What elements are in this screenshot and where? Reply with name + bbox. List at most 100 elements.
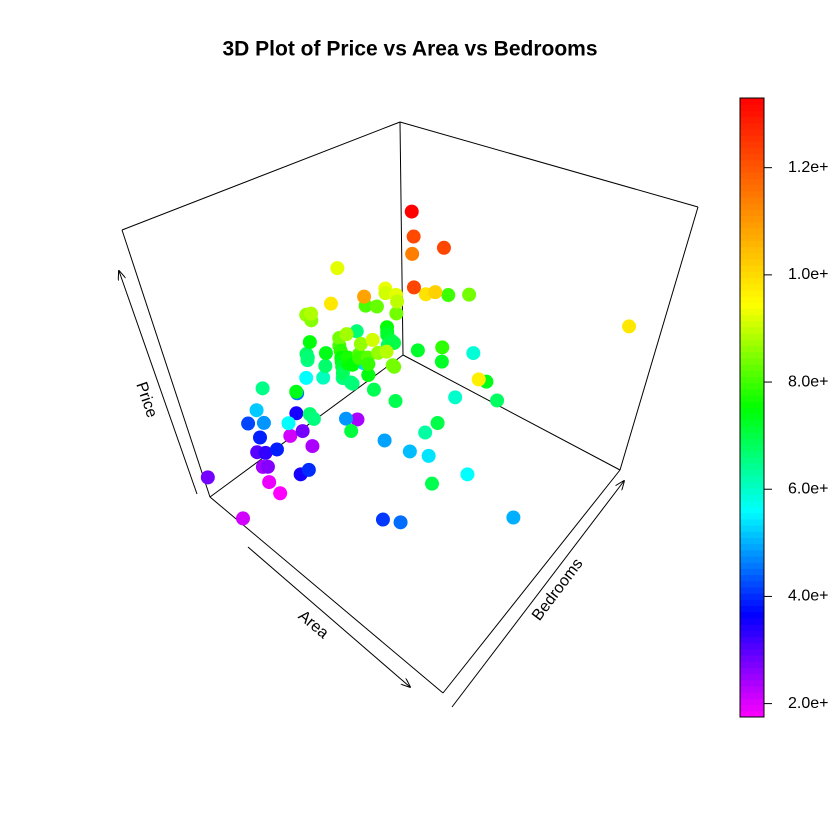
colorbar-segment [740, 277, 764, 285]
point [387, 359, 402, 374]
point [350, 412, 365, 427]
colorbar-segment [740, 642, 764, 650]
colorbar-segment [740, 184, 764, 192]
point [418, 425, 433, 440]
colorbar-segment [740, 308, 764, 316]
colorbar-segment [740, 475, 764, 483]
colorbar-segment [740, 135, 764, 142]
point [357, 289, 372, 304]
colorbar-segment [740, 469, 764, 477]
colorbar-segment [740, 630, 764, 638]
point [471, 372, 486, 387]
point [390, 294, 405, 309]
colorbar-segment [740, 357, 764, 365]
box-edge [442, 469, 621, 694]
x-axis-arrow [247, 546, 410, 687]
colorbar-segment [740, 580, 764, 588]
colorbar-segment [740, 450, 764, 458]
colorbar-segment [740, 153, 764, 161]
point [421, 448, 436, 463]
colorbar: 2.0e+ 4.0e+ 6.0e+ 8.0e+ 1.0e+ 1.2e+ [739, 97, 828, 718]
colorbar-segment [740, 686, 764, 693]
colorbar-segment [740, 209, 764, 217]
point [393, 515, 408, 530]
point [406, 229, 421, 244]
point [316, 370, 331, 385]
y-axis-arrow [451, 481, 624, 708]
point [299, 370, 314, 385]
colorbar-segment [740, 457, 764, 464]
colorbar-segment [740, 302, 764, 309]
colorbar-segment [740, 673, 764, 681]
colorbar-segment [740, 667, 764, 675]
colorbar-segment [740, 252, 764, 260]
colorbar-segment [740, 178, 764, 186]
colorbar-segment [740, 147, 764, 155]
colorbar-segment [740, 549, 764, 557]
y-axis-label: Bedrooms [529, 556, 586, 624]
point [369, 299, 384, 314]
colorbar-segment [740, 289, 764, 297]
point [377, 433, 392, 448]
colorbar-segment [740, 605, 764, 613]
colorbar-segment [740, 258, 764, 266]
colorbar-tick-label: 1.2e+ [788, 159, 828, 176]
point [378, 286, 393, 301]
point [428, 285, 443, 300]
colorbar-segment [740, 599, 764, 607]
colorbar-segment [740, 370, 764, 378]
point [256, 415, 271, 430]
colorbar-segment [740, 339, 764, 347]
colorbar-segment [740, 104, 764, 111]
colorbar-segment [740, 203, 764, 210]
colorbar-segment [740, 351, 764, 359]
point [262, 475, 277, 490]
colorbar-segment [740, 537, 764, 545]
colorbar-frame [739, 97, 765, 718]
point [255, 381, 270, 396]
point [323, 296, 338, 311]
colorbar-segment [740, 314, 764, 322]
point [283, 428, 298, 443]
colorbar-segment [740, 166, 764, 173]
chart-title: 3D Plot of Price vs Area vs Bedrooms [222, 38, 597, 61]
x-axis-label: Area [295, 607, 332, 642]
box-edge [121, 121, 401, 231]
colorbar-segment [740, 271, 764, 279]
point [353, 336, 368, 351]
colorbar-segment [740, 506, 764, 514]
point [249, 403, 264, 418]
point [302, 335, 317, 350]
colorbar-segment [740, 215, 764, 223]
point [289, 384, 304, 399]
colorbar-segment [740, 438, 764, 446]
point [405, 246, 420, 261]
colorbar-tick-label: 6.0e+ [788, 480, 828, 497]
colorbar-segment [740, 110, 764, 118]
point [345, 376, 360, 391]
colorbar-segment [740, 141, 764, 149]
colorbar-segment [740, 481, 764, 489]
colorbar-segment [740, 283, 764, 291]
colorbar-segment [740, 661, 764, 668]
colorbar-segment [740, 655, 764, 662]
point [361, 367, 376, 382]
colorbar-segment [740, 593, 764, 600]
colorbar-segment [740, 698, 764, 706]
point [361, 357, 376, 372]
colorbar-segment [740, 556, 764, 563]
colorbar-segment [740, 382, 764, 390]
point [295, 424, 310, 439]
point [388, 394, 403, 409]
colorbar-segment [740, 512, 764, 520]
point [466, 346, 481, 361]
point [441, 288, 456, 303]
colorbar-segment [740, 487, 764, 495]
colorbar-segment [740, 562, 764, 569]
colorbar-segment [740, 419, 764, 427]
point [622, 319, 637, 334]
colorbar-segment [740, 494, 764, 501]
colorbar-segment [740, 197, 764, 204]
point [304, 306, 319, 321]
box-edge [399, 121, 699, 208]
